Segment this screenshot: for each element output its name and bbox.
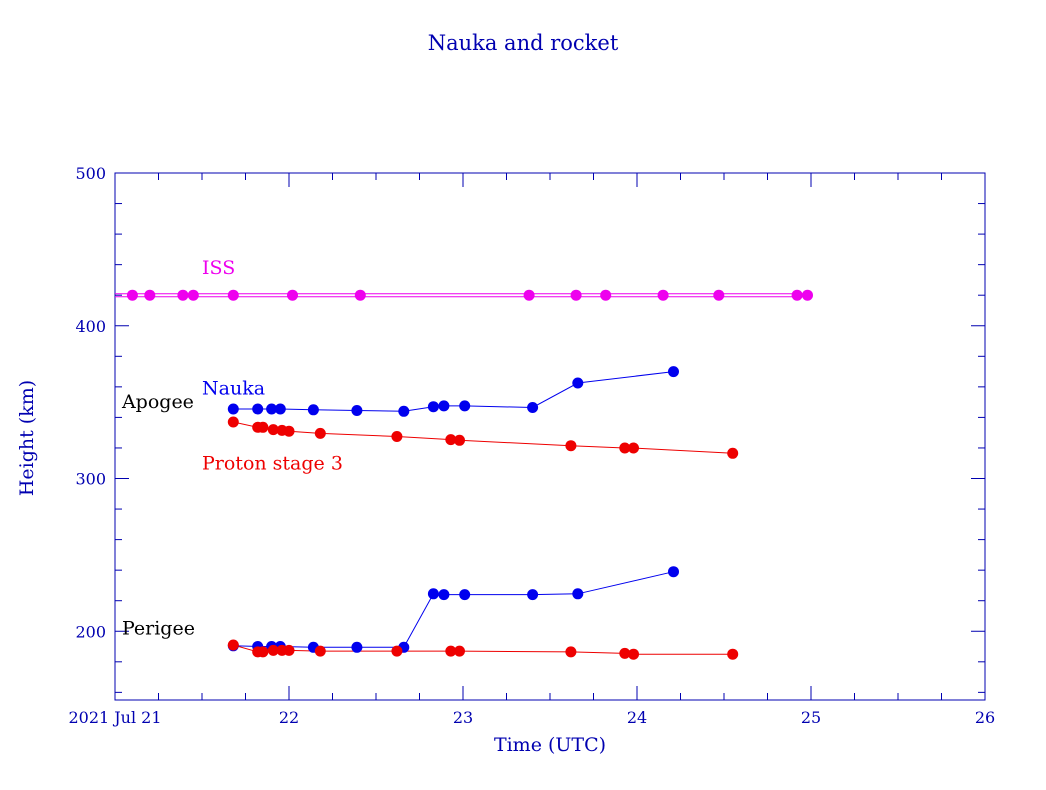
nauka-point (274, 403, 286, 415)
iss-point (354, 289, 366, 301)
iss-label: ISS (202, 257, 235, 279)
axis-ticks (114, 172, 986, 700)
iss-point (144, 289, 156, 301)
x-tick-label: 2021 Jul 21 (68, 708, 161, 727)
iss-point (600, 289, 612, 301)
nauka-point (427, 401, 439, 413)
iss-point (791, 289, 803, 301)
proton-stage-3-point (445, 434, 457, 446)
x-tick-label: 25 (801, 708, 821, 727)
nauka-point (438, 400, 450, 412)
iss-point (126, 289, 138, 301)
nauka-point (459, 589, 471, 601)
chart-title: Nauka and rocket (428, 31, 619, 55)
nauka-point (668, 366, 679, 378)
annotation-perigee: Perigee (122, 617, 195, 639)
nauka-point (572, 588, 584, 600)
axis-tick-labels: 2021 Jul 21 22 23 24 25 26 200 300 400 500 (68, 164, 995, 727)
series-labels: ISS Nauka Proton stage 3 (202, 257, 343, 475)
proton-stage-3-point (628, 442, 639, 454)
y-axis-label: Height (km) (16, 380, 38, 496)
x-tick-label: 26 (975, 708, 995, 727)
proton-stage-3-point (727, 447, 739, 459)
proton-stage-3-point (267, 644, 279, 656)
nauka-point (351, 641, 363, 653)
proton-stage-3-point (565, 646, 577, 658)
series-points (126, 289, 813, 660)
nauka-point (438, 589, 450, 601)
proton-stage-3-point (619, 442, 631, 454)
y-tick-label: 200 (75, 622, 106, 641)
proton-stage-3-point (227, 639, 239, 651)
nauka-point (572, 377, 584, 389)
nauka-point (351, 405, 363, 416)
y-tick-label: 500 (75, 164, 106, 183)
nauka-point (227, 403, 239, 415)
nauka-point (527, 589, 539, 601)
iss-point (523, 289, 535, 301)
iss-point (570, 289, 582, 301)
nauka-point (527, 402, 539, 413)
iss-point (657, 289, 669, 301)
proton-stage-3-point (454, 434, 465, 446)
proton-stage-3-point (619, 647, 631, 659)
nauka-point (459, 400, 471, 412)
nauka-point (427, 588, 439, 600)
proton-stage-3-point (314, 427, 326, 439)
proton-stage-3-point (727, 648, 739, 660)
x-tick-label: 22 (279, 708, 299, 727)
nauka-point (266, 403, 278, 415)
y-tick-label: 400 (75, 317, 106, 336)
nauka-line (233, 571, 674, 648)
nauka-point (668, 566, 679, 578)
proton-stage-3-point (391, 431, 403, 442)
proton-stage-3-point (283, 425, 295, 437)
iss-point (287, 289, 298, 301)
annotations: Apogee Perigee (121, 391, 195, 639)
iss-point (713, 289, 725, 301)
iss-point (187, 289, 199, 301)
proton-stage-3-point (628, 648, 639, 660)
proton-stage-3-point (314, 645, 326, 657)
proton-stage-3-point (257, 646, 269, 658)
proton-stage-3-label: Proton stage 3 (202, 452, 343, 474)
x-axis-label: Time (UTC) (494, 734, 606, 756)
nauka-point (307, 404, 319, 416)
proton-stage-3-point (267, 424, 279, 436)
proton-stage-3-point (257, 421, 269, 433)
x-tick-label: 24 (627, 708, 647, 727)
proton-stage-3-point (445, 645, 457, 657)
nauka-point (398, 405, 410, 417)
proton-stage-3-line (233, 421, 733, 454)
nauka-point (252, 403, 264, 415)
iss-point (227, 289, 239, 301)
iss-point (802, 289, 813, 301)
x-tick-label: 23 (453, 708, 473, 727)
iss-point (177, 289, 189, 301)
plot-frame (114, 172, 986, 701)
proton-stage-3-point (391, 645, 403, 657)
nauka-line (233, 371, 674, 412)
nauka-label: Nauka (202, 377, 265, 399)
proton-stage-3-point (283, 644, 295, 656)
proton-stage-3-point (227, 416, 239, 428)
proton-stage-3-point (454, 645, 465, 657)
y-tick-label: 300 (75, 470, 106, 489)
proton-stage-3-point (565, 440, 577, 452)
annotation-apogee: Apogee (121, 391, 194, 413)
